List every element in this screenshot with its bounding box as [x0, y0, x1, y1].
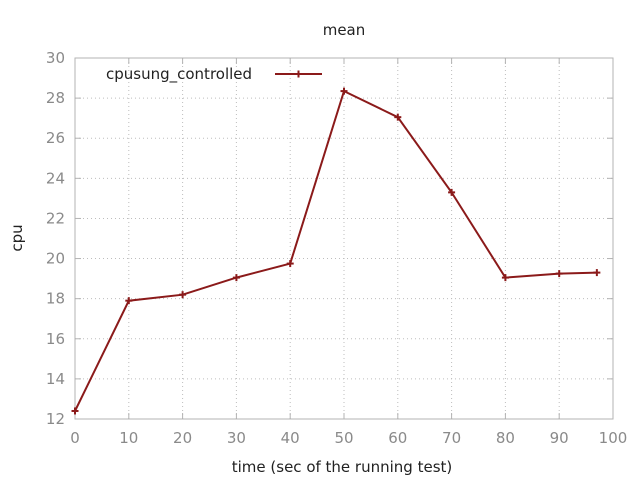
y-tick-label: 22 — [46, 209, 65, 227]
data-point — [232, 274, 240, 282]
legend-marker — [295, 70, 302, 78]
y-tick-label: 20 — [46, 250, 65, 268]
data-point — [555, 270, 563, 278]
y-tick-label: 16 — [46, 330, 65, 348]
x-tick-label: 80 — [496, 429, 515, 447]
legend-label: cpusung_controlled — [106, 65, 252, 84]
data-point — [501, 274, 509, 282]
series-line — [74, 89, 597, 412]
data-point — [179, 291, 187, 299]
x-tick-label: 0 — [70, 429, 80, 447]
data-point — [286, 260, 294, 268]
x-tick-label: 20 — [173, 429, 192, 447]
x-tick-label: 100 — [599, 429, 628, 447]
legend: cpusung_controlled — [106, 65, 322, 84]
axis-ticks: 0 10 20 30 40 50 60 70 80 90 100 12 14 16 18 20 22 24 26 28… — [46, 49, 627, 447]
y-tick-label: 18 — [46, 290, 65, 308]
grid — [75, 58, 613, 419]
x-tick-label: 60 — [388, 429, 407, 447]
x-tick-label: 40 — [281, 429, 300, 447]
y-tick-label: 26 — [46, 129, 65, 147]
data-point — [125, 297, 133, 305]
y-tick-label: 12 — [46, 410, 65, 428]
y-axis-label: cpu — [8, 224, 26, 251]
series-layer — [71, 87, 601, 415]
x-tick-label: 90 — [550, 429, 569, 447]
data-point — [340, 87, 348, 95]
y-tick-label: 24 — [46, 169, 65, 187]
data-point — [593, 269, 601, 277]
x-tick-label: 30 — [227, 429, 246, 447]
data-point — [394, 113, 402, 121]
y-tick-label: 28 — [46, 89, 65, 107]
x-axis-label: time (sec of the running test) — [232, 458, 453, 476]
y-tick-label: 14 — [46, 370, 65, 388]
data-point — [71, 407, 79, 415]
y-tick-label: 30 — [46, 49, 65, 67]
chart-title: mean — [323, 21, 366, 39]
x-tick-label: 70 — [442, 429, 461, 447]
x-tick-label: 10 — [119, 429, 138, 447]
x-tick-label: 50 — [334, 429, 353, 447]
data-point — [448, 188, 456, 196]
